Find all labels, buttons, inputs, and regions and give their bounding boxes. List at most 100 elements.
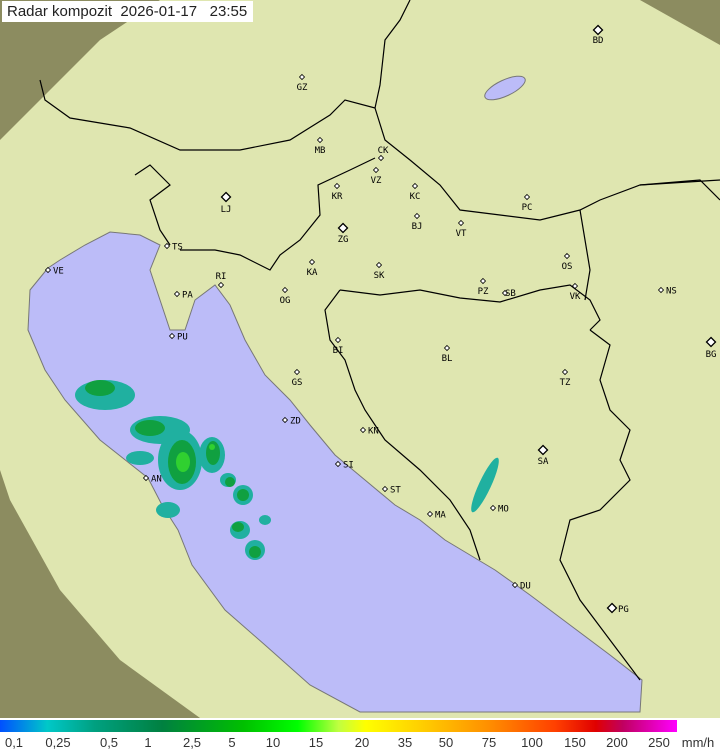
city-label-du: DU bbox=[520, 582, 531, 592]
city-marker-gs bbox=[293, 368, 301, 376]
legend-tick: 35 bbox=[397, 735, 413, 750]
city-label-lj: LJ bbox=[221, 205, 232, 215]
city-label-gs: GS bbox=[292, 378, 303, 388]
legend-tick: 1 bbox=[144, 735, 152, 750]
city-marker-pc bbox=[523, 193, 531, 201]
legend-tick: 5 bbox=[228, 735, 236, 750]
city-label-og: OG bbox=[280, 296, 291, 306]
city-marker-ma bbox=[426, 510, 434, 518]
city-marker-pz bbox=[479, 277, 487, 285]
radar-coverage-area bbox=[0, 0, 720, 718]
city-marker-bi bbox=[334, 336, 342, 344]
city-marker-pa bbox=[173, 290, 181, 298]
city-marker-kr bbox=[333, 182, 341, 190]
city-label-ka: KA bbox=[307, 268, 318, 278]
title-time: 23:55 bbox=[209, 3, 248, 20]
city-label-pz: PZ bbox=[478, 287, 489, 297]
city-marker-ri bbox=[217, 281, 225, 289]
city-label-ma: MA bbox=[435, 511, 446, 521]
legend-tick: 150 bbox=[564, 735, 586, 750]
city-label-an: AN bbox=[151, 475, 162, 485]
legend-tick: 0,5 bbox=[99, 735, 119, 750]
city-marker-vt bbox=[457, 219, 465, 227]
city-marker-an bbox=[142, 474, 150, 482]
city-label-si: SI bbox=[343, 461, 354, 471]
city-label-bd: BD bbox=[593, 36, 604, 46]
city-label-sa: SA bbox=[538, 457, 549, 467]
map-title: Radar kompozit 2026-01-17 23:55 bbox=[2, 1, 254, 22]
city-marker-vz bbox=[372, 166, 380, 174]
city-label-pu: PU bbox=[177, 333, 188, 343]
city-label-ve: VE bbox=[53, 267, 64, 277]
city-label-bl: BL bbox=[442, 354, 453, 364]
city-label-gz: GZ bbox=[297, 83, 308, 93]
city-marker-tz bbox=[561, 368, 569, 376]
city-label-bg: BG bbox=[706, 350, 717, 360]
city-marker-ck bbox=[377, 154, 385, 162]
legend-tick: 2,5 bbox=[182, 735, 202, 750]
city-marker-pu bbox=[168, 332, 176, 340]
city-marker-ve bbox=[44, 266, 52, 274]
city-marker-kc bbox=[411, 182, 419, 190]
legend-tick: 0,1 bbox=[4, 735, 24, 750]
city-label-pg: PG bbox=[618, 605, 629, 615]
city-marker-sk bbox=[375, 261, 383, 269]
city-marker-mb bbox=[316, 136, 324, 144]
city-marker-gz bbox=[298, 73, 306, 81]
legend-tick: 15 bbox=[308, 735, 324, 750]
city-label-os: OS bbox=[562, 262, 573, 272]
city-label-vt: VT bbox=[456, 229, 467, 239]
title-text: Radar kompozit bbox=[7, 3, 113, 20]
city-label-tz: TZ bbox=[560, 378, 571, 388]
city-marker-mo bbox=[489, 504, 497, 512]
lake-balaton bbox=[484, 75, 526, 101]
title-date: 2026-01-17 bbox=[120, 3, 198, 20]
city-marker-st bbox=[381, 485, 389, 493]
city-marker-bd bbox=[592, 24, 604, 36]
city-label-mb: MB bbox=[315, 146, 326, 156]
city-label-sb: SB bbox=[505, 289, 516, 299]
city-label-pc: PC bbox=[522, 203, 533, 213]
city-marker-zd bbox=[281, 416, 289, 424]
city-label-kc: KC bbox=[410, 192, 421, 202]
city-label-sk: SK bbox=[374, 271, 385, 281]
city-marker-sb bbox=[501, 289, 509, 297]
city-marker-pg bbox=[606, 602, 618, 614]
city-label-zg: ZG bbox=[338, 235, 349, 245]
city-label-kr: KR bbox=[332, 192, 343, 202]
city-label-ri: RI bbox=[216, 272, 227, 282]
city-label-vz: VZ bbox=[371, 176, 382, 186]
city-label-bi: BI bbox=[333, 346, 344, 356]
city-marker-kn bbox=[359, 426, 367, 434]
city-label-ts: TS bbox=[172, 243, 183, 253]
legend-tick: 200 bbox=[606, 735, 628, 750]
city-marker-bg bbox=[705, 336, 717, 348]
city-label-st: ST bbox=[390, 486, 401, 496]
city-label-vk: VK bbox=[570, 292, 581, 302]
legend-tick: 250 bbox=[648, 735, 670, 750]
city-label-ck: CK bbox=[378, 146, 389, 156]
city-markers: BD GZ MB CK VZ KR KC PC LJ BJ VT ZG TS VE KA RI SK OS PA OG… bbox=[44, 24, 717, 615]
city-marker-ts bbox=[163, 242, 171, 250]
city-marker-du bbox=[511, 581, 519, 589]
city-marker-lj bbox=[220, 191, 232, 203]
radar-map: BD GZ MB CK VZ KR KC PC LJ BJ VT ZG TS VE KA RI SK OS PA OG… bbox=[0, 0, 720, 718]
country-borders bbox=[39, 0, 720, 681]
city-marker-ka bbox=[308, 258, 316, 266]
legend-tick: 75 bbox=[481, 735, 497, 750]
city-label-ns: NS bbox=[666, 287, 677, 297]
legend-color-bar bbox=[0, 720, 677, 732]
legend-tick: 100 bbox=[521, 735, 543, 750]
city-marker-bj bbox=[413, 212, 421, 220]
city-marker-vk bbox=[571, 282, 579, 290]
city-label-bj: BJ bbox=[412, 222, 423, 232]
city-label-pa: PA bbox=[182, 291, 193, 301]
legend-tick: 20 bbox=[354, 735, 370, 750]
city-marker-si bbox=[334, 460, 342, 468]
city-marker-bl bbox=[443, 344, 451, 352]
city-marker-zg bbox=[337, 222, 349, 234]
city-label-mo: MO bbox=[498, 505, 509, 515]
legend-tick: 50 bbox=[438, 735, 454, 750]
intensity-legend: 0,1 0,25 0,5 1 2,5 5 10 15 20 35 50 75 100 150 200 250 … bbox=[0, 718, 720, 751]
